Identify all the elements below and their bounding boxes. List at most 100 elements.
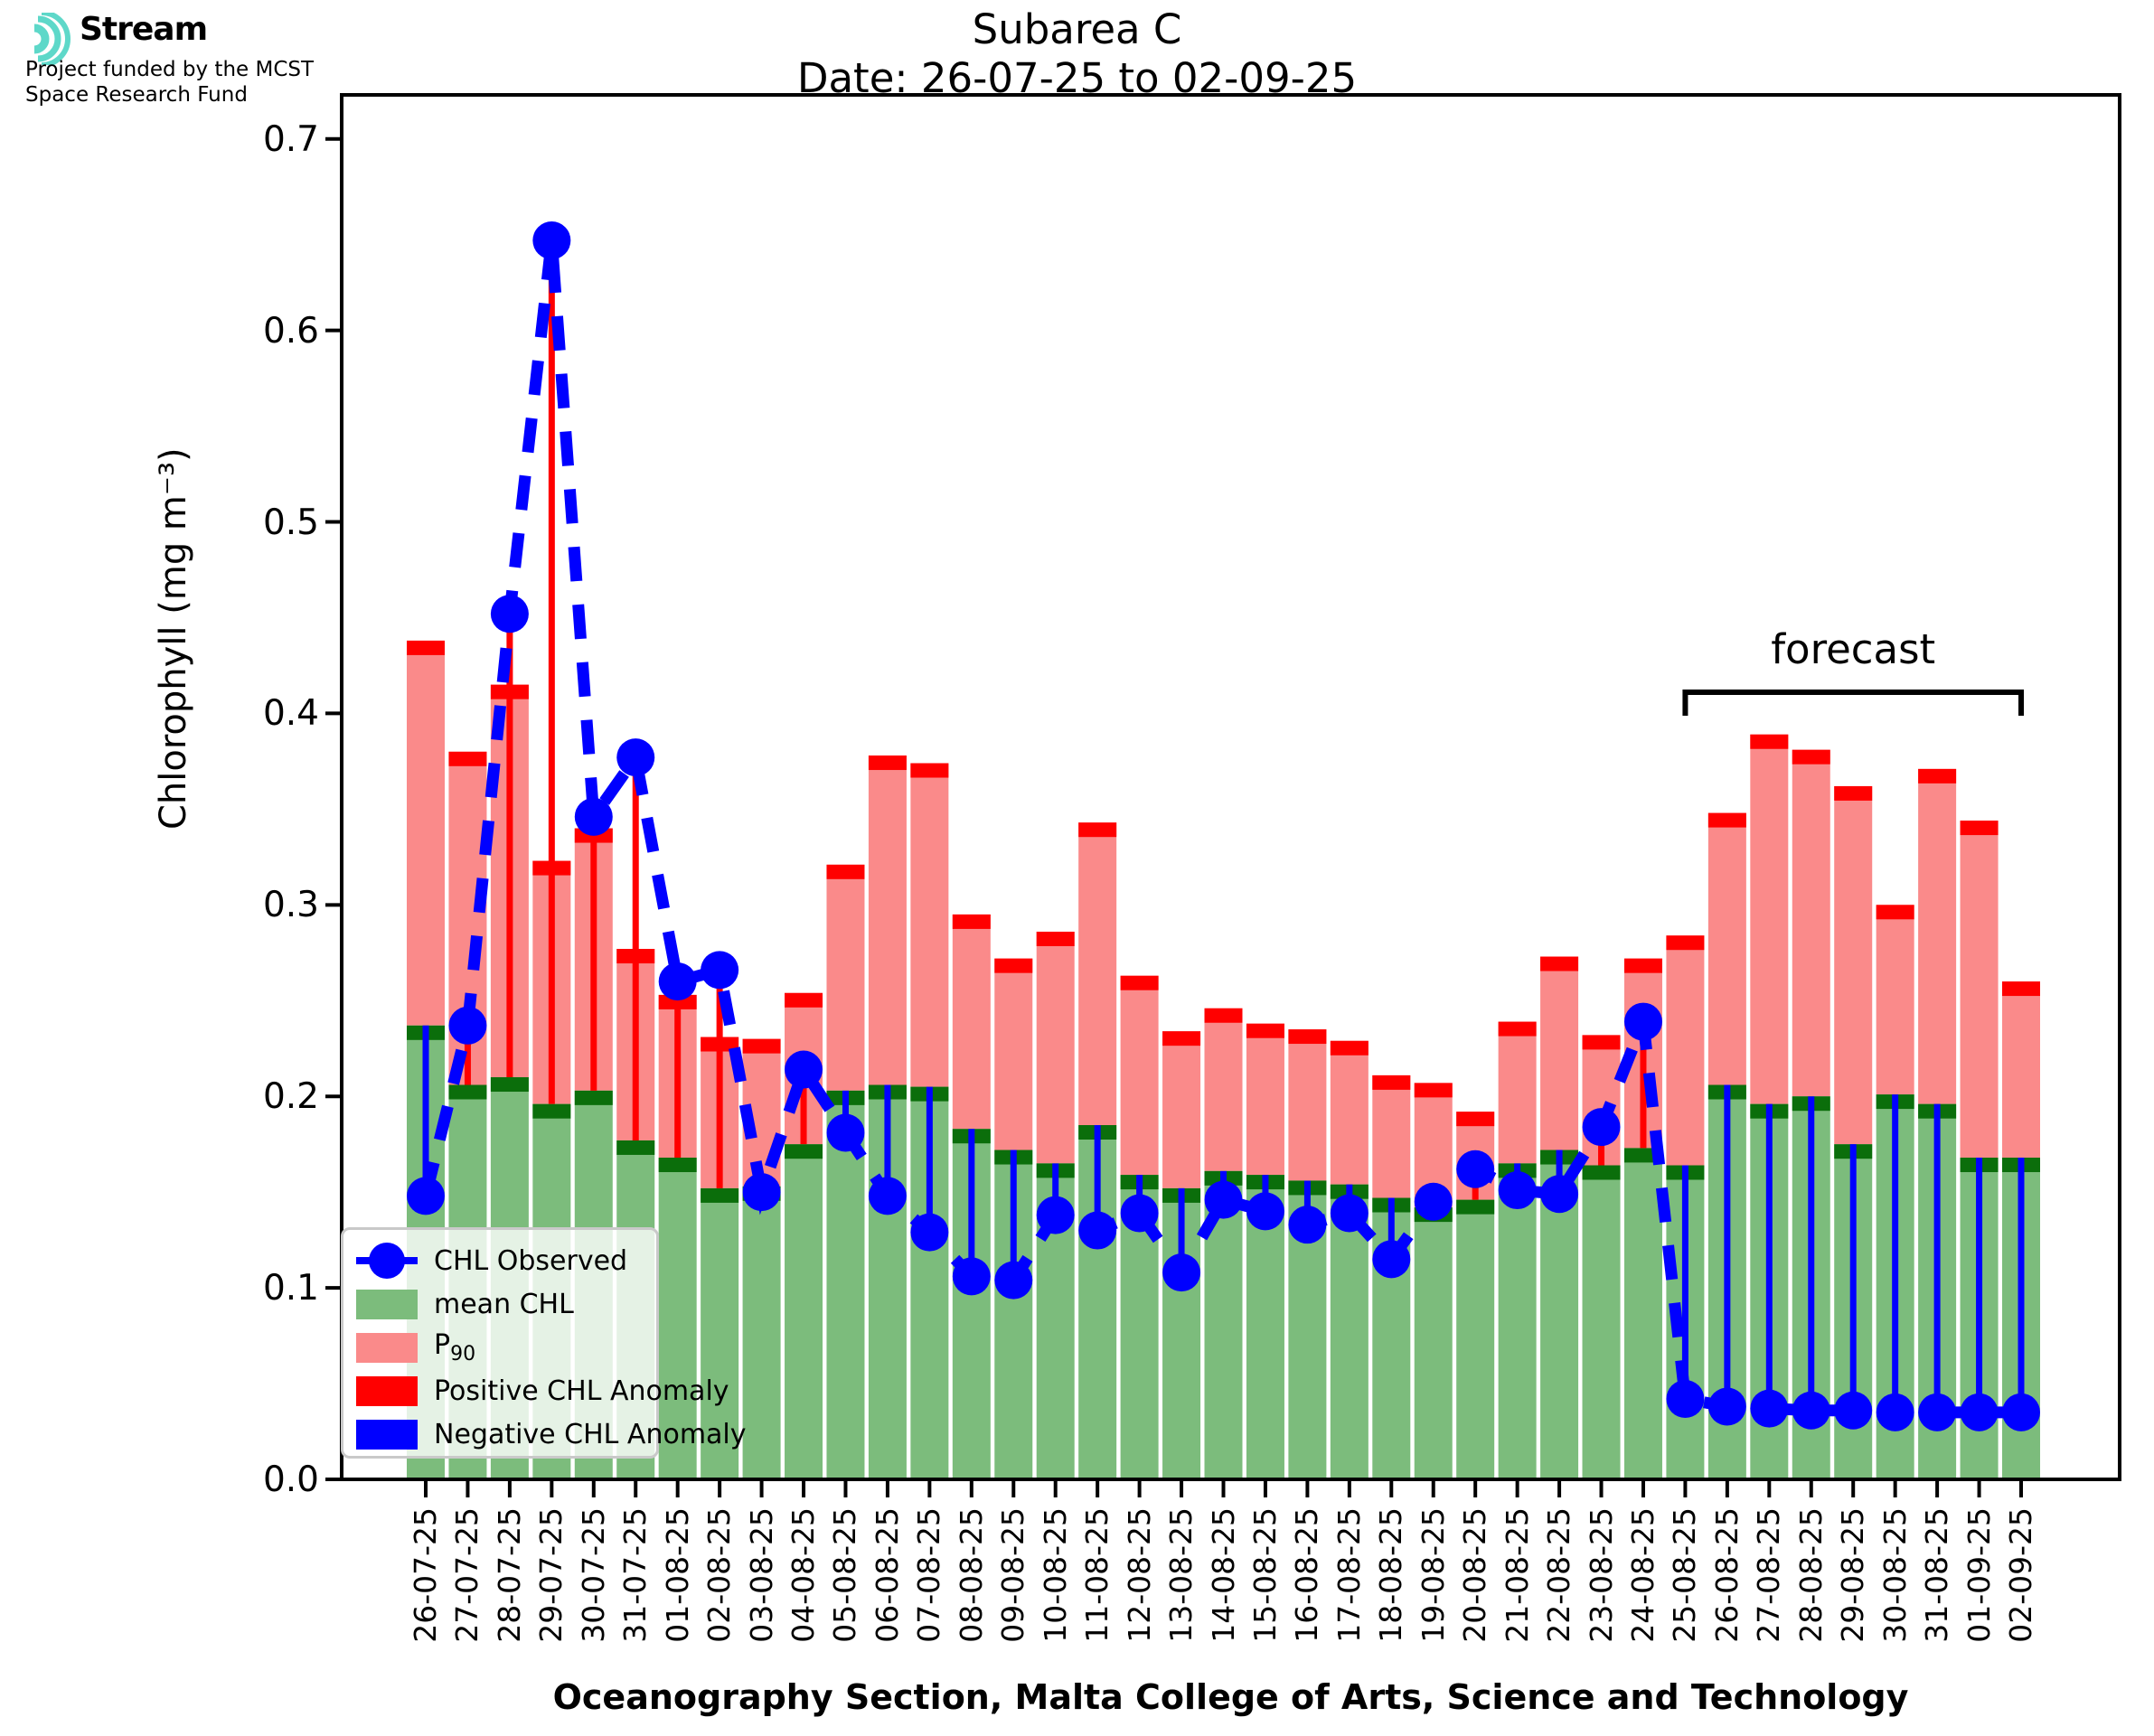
p90-bar <box>1288 1029 1327 1181</box>
observed-dot <box>1078 1211 1117 1250</box>
p90-bar-cap <box>868 755 907 771</box>
observed-dot <box>1960 1393 1999 1431</box>
p90-bar <box>1162 1031 1201 1188</box>
p90-bar-cap <box>1246 1023 1284 1038</box>
logo-brand: Stream <box>80 11 208 48</box>
forecast-annotation: forecast <box>1771 625 1936 673</box>
p90-bar-cap <box>1288 1029 1327 1045</box>
stream-logo-icon <box>33 13 71 65</box>
negative-anomaly-swatch-icon <box>356 1419 418 1450</box>
observed-dot <box>1750 1389 1789 1428</box>
x-axis-label: Oceanography Section, Malta College of A… <box>552 1677 1909 1717</box>
observed-dot <box>490 595 529 633</box>
p90-bar <box>1498 1021 1537 1164</box>
mean-bar-cap <box>616 1140 655 1155</box>
observed-dot <box>1162 1253 1201 1292</box>
observed-dot <box>742 1173 781 1212</box>
p90-bar <box>1036 931 1075 1164</box>
observed-dot <box>1666 1380 1705 1419</box>
p90-bar <box>952 914 991 1130</box>
observed-dot <box>1120 1194 1159 1233</box>
legend-row-p90: P90 <box>356 1326 656 1369</box>
observed-dot <box>1623 1002 1662 1041</box>
observed-dot <box>952 1257 991 1296</box>
observed-dot <box>1792 1391 1830 1430</box>
mean-bar <box>1582 1165 1621 1479</box>
p90-bar <box>910 763 949 1087</box>
p90-bar <box>1707 812 1746 1085</box>
p90-bar-cap <box>1623 958 1662 973</box>
mean-bar-cap <box>785 1144 823 1159</box>
p90-bar-cap <box>1876 905 1914 920</box>
mean-bar-cap <box>574 1090 613 1105</box>
p90-bar <box>2002 981 2040 1159</box>
observed-dot <box>448 1006 487 1045</box>
p90-bar-cap <box>1036 931 1075 946</box>
observed-dot <box>1918 1393 1957 1431</box>
observed-dot <box>1707 1387 1746 1426</box>
observed-dot <box>574 797 613 836</box>
observed-dot <box>994 1261 1033 1300</box>
p90-bar <box>1204 1008 1243 1171</box>
p90-bar-cap <box>1918 768 1957 784</box>
observed-dot <box>785 1050 823 1089</box>
observed-dot <box>407 1177 445 1215</box>
p90-bar-cap <box>785 992 823 1008</box>
observed-dot <box>1246 1192 1284 1231</box>
p90-bar <box>1792 749 1830 1097</box>
y-tick-label: 0.6 <box>262 310 319 352</box>
p90-bar <box>1540 956 1579 1150</box>
p90-bar-cap <box>826 864 865 879</box>
p90-bar <box>1666 935 1705 1166</box>
mean-bar-cap <box>658 1158 697 1173</box>
legend-label-negative: Negative CHL Anomaly <box>434 1418 747 1450</box>
observed-dot <box>532 221 571 260</box>
legend-label-positive: Positive CHL Anomaly <box>434 1375 729 1407</box>
legend-row-observed: CHL Observed <box>356 1239 656 1282</box>
legend-row-positive-anomaly: Positive CHL Anomaly <box>356 1369 729 1412</box>
observed-line-marker-icon <box>356 1243 418 1279</box>
p90-bar-cap <box>1372 1074 1411 1090</box>
p90-bar-cap <box>1120 975 1159 990</box>
axes-spines <box>340 93 2121 1481</box>
mean-bar <box>1414 1207 1453 1479</box>
observed-dot <box>1876 1393 1914 1431</box>
mean-bar-cap <box>490 1077 529 1093</box>
forecast-bracket <box>1682 690 2024 716</box>
p90-swatch-icon <box>356 1332 418 1363</box>
observed-dot <box>1330 1194 1369 1233</box>
p90-bar-cap <box>448 751 487 766</box>
observed-dot <box>826 1113 865 1152</box>
p90-bar-cap <box>994 958 1033 973</box>
p90-bar-cap <box>407 640 445 655</box>
p90-bar-cap <box>1204 1008 1243 1023</box>
p90-bar-cap <box>1162 1031 1201 1046</box>
p90-bar <box>1960 821 1999 1159</box>
legend-label-p90: P90 <box>434 1329 476 1365</box>
y-tick-label: 0.4 <box>262 693 319 735</box>
mean-bar <box>701 1187 739 1479</box>
p90-bar <box>994 958 1033 1150</box>
legend-label-observed: CHL Observed <box>434 1244 628 1277</box>
observed-dot <box>1456 1150 1495 1188</box>
p90-bar-cap <box>1834 785 1873 801</box>
y-tick-label: 0.1 <box>262 1268 319 1309</box>
p90-bar <box>407 640 445 1026</box>
mean-chl-swatch-icon <box>356 1289 418 1319</box>
p90-bar <box>826 864 865 1091</box>
p90-bar-cap <box>1707 812 1746 828</box>
mean-bar-cap <box>701 1187 739 1203</box>
observed-dot <box>1204 1180 1243 1219</box>
observed-dot <box>868 1177 907 1215</box>
p90-bar <box>1078 822 1117 1125</box>
p90-bar-cap <box>2002 981 2040 997</box>
p90-bar-cap <box>1330 1040 1369 1056</box>
y-tick-label: 0.0 <box>262 1459 319 1500</box>
observed-dot <box>910 1213 949 1252</box>
p90-bar <box>1120 975 1159 1176</box>
mean-bar <box>785 1144 823 1479</box>
legend-row-mean: mean CHL <box>356 1282 656 1326</box>
positive-anomaly-swatch-icon <box>356 1375 418 1406</box>
p90-bar-cap <box>1456 1112 1495 1127</box>
